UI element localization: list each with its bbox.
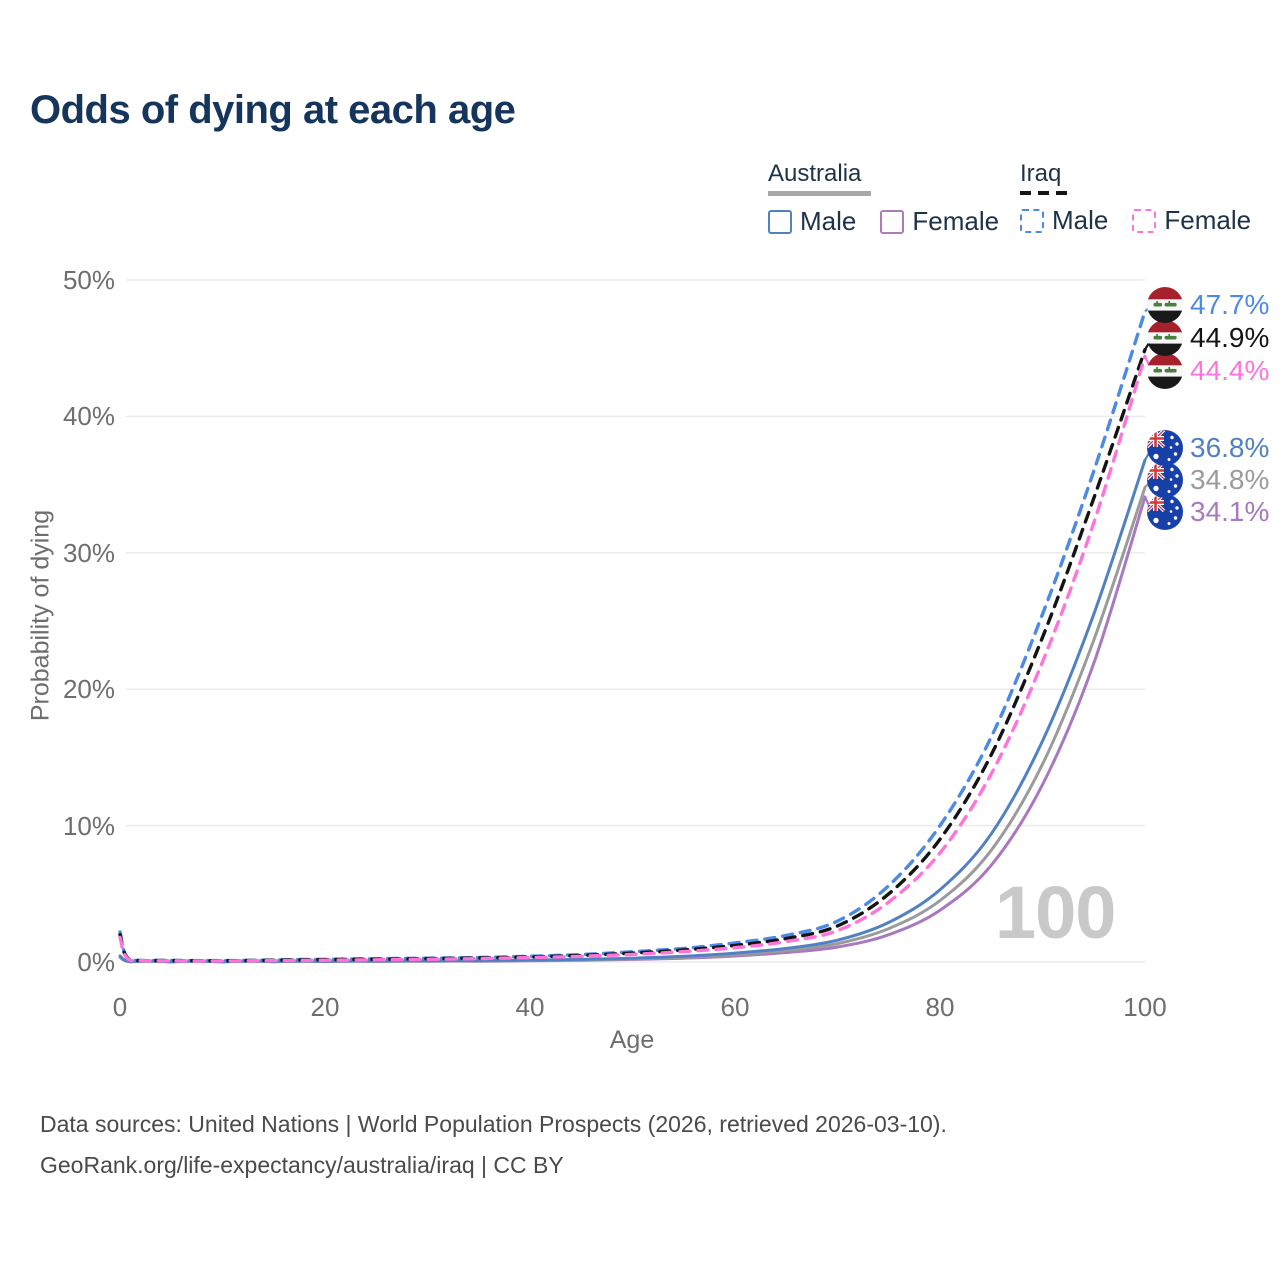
y-tick-40%: 40% xyxy=(62,401,115,432)
australia-male-line-swatch xyxy=(768,209,792,234)
x-axis-title: Age xyxy=(609,1026,655,1054)
legend-item-label: Female xyxy=(1164,205,1252,235)
end-label-australia-persons: 34.8% xyxy=(1147,462,1269,498)
curve-iraq-male xyxy=(118,309,1147,963)
curve-australia-male xyxy=(118,458,1147,964)
end-value-australia-male: 36.8% xyxy=(1190,432,1270,463)
australia-flag-icon xyxy=(1147,494,1183,530)
iraq-female-line-swatch xyxy=(1132,208,1157,233)
legend-group-iraq: Iraq Male Female xyxy=(1020,160,1251,236)
y-tick-20%: 20% xyxy=(62,674,115,705)
y-tick-0%: 0% xyxy=(77,947,115,977)
legend-item-label: Male xyxy=(800,206,857,236)
australia-flag-icon xyxy=(1147,462,1183,498)
end-label-australia-male: 36.8% xyxy=(1147,430,1269,466)
x-tick-40: 40 xyxy=(515,992,545,1022)
age-counter-watermark: 100 xyxy=(995,871,1116,954)
y-tick-10%: 10% xyxy=(62,810,115,841)
x-tick-80: 80 xyxy=(925,992,955,1022)
x-tick-0: 0 xyxy=(112,992,128,1022)
footer-data-sources: Data sources: United Nations | World Pop… xyxy=(40,1111,947,1137)
end-value-iraq-male: 47.7% xyxy=(1190,289,1270,320)
legend-country-iraq[interactable]: Iraq xyxy=(1020,160,1062,187)
legend-country-australia[interactable]: Australia xyxy=(768,160,862,187)
page-title: Odds of dying at each age xyxy=(30,88,516,132)
y-tick-30%: 30% xyxy=(62,537,115,568)
curve-iraq-persons xyxy=(118,347,1147,963)
iraq-flag-icon xyxy=(1147,287,1183,323)
footer: Data sources: United Nations | World Pop… xyxy=(40,1104,947,1186)
australia-persons-line-swatch xyxy=(768,191,871,196)
legend-item-iraq-male[interactable]: Male xyxy=(1020,205,1108,236)
iraq-flag-icon xyxy=(1147,353,1183,389)
legend-group-australia: Australia Male Female xyxy=(768,160,999,237)
end-value-iraq-persons: 44.9% xyxy=(1190,322,1270,353)
legend-item-australia-male[interactable]: Male xyxy=(768,206,856,237)
x-tick-60: 60 xyxy=(720,992,750,1022)
curve-australia-persons xyxy=(118,485,1147,964)
legend-item-label: Female xyxy=(912,206,1000,236)
end-label-iraq-persons: 44.9% xyxy=(1147,320,1269,356)
legend-item-label: Male xyxy=(1052,205,1109,235)
end-label-iraq-male: 47.7% xyxy=(1147,287,1269,323)
legend-item-australia-female[interactable]: Female xyxy=(880,206,999,237)
end-value-australia-persons: 34.8% xyxy=(1190,464,1270,495)
curve-australia-female xyxy=(118,495,1147,964)
x-tick-20: 20 xyxy=(310,992,340,1022)
x-tick-100: 100 xyxy=(1123,992,1167,1022)
australia-female-line-swatch xyxy=(880,209,905,234)
iraq-male-line-swatch xyxy=(1020,208,1044,233)
iraq-persons-line-swatch xyxy=(1020,191,1068,195)
end-label-iraq-female: 44.4% xyxy=(1147,353,1269,389)
end-value-iraq-female: 44.4% xyxy=(1190,355,1270,386)
iraq-flag-icon xyxy=(1147,320,1183,356)
curve-iraq-female xyxy=(118,354,1147,963)
y-tick-50%: 50% xyxy=(62,265,115,295)
footer-attribution[interactable]: GeoRank.org/life-expectancy/australia/ir… xyxy=(40,1152,564,1178)
end-label-australia-female: 34.1% xyxy=(1147,494,1269,530)
australia-flag-icon xyxy=(1147,430,1183,466)
legend-item-iraq-female[interactable]: Female xyxy=(1132,205,1251,236)
end-value-australia-female: 34.1% xyxy=(1190,496,1270,527)
y-axis-title: Probability of dying xyxy=(26,509,55,722)
